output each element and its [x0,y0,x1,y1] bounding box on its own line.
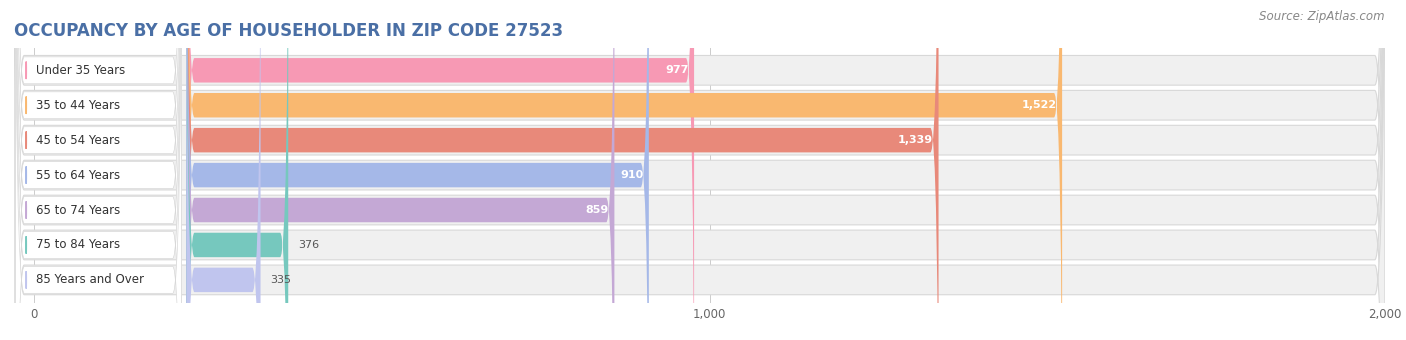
FancyBboxPatch shape [15,0,181,340]
Text: OCCUPANCY BY AGE OF HOUSEHOLDER IN ZIP CODE 27523: OCCUPANCY BY AGE OF HOUSEHOLDER IN ZIP C… [14,22,564,40]
FancyBboxPatch shape [186,0,1062,340]
FancyBboxPatch shape [14,0,1385,340]
FancyBboxPatch shape [186,0,648,340]
Text: 55 to 64 Years: 55 to 64 Years [37,169,121,182]
Text: 1,339: 1,339 [898,135,934,145]
FancyBboxPatch shape [186,0,260,340]
FancyBboxPatch shape [14,0,1385,340]
Text: 75 to 84 Years: 75 to 84 Years [37,238,121,252]
FancyBboxPatch shape [186,0,695,340]
Text: 85 Years and Over: 85 Years and Over [37,273,145,286]
FancyBboxPatch shape [14,0,1385,340]
FancyBboxPatch shape [14,0,1385,340]
FancyBboxPatch shape [14,0,1385,340]
FancyBboxPatch shape [14,0,1385,340]
Text: Source: ZipAtlas.com: Source: ZipAtlas.com [1260,10,1385,23]
Text: 1,522: 1,522 [1022,100,1057,110]
Text: Under 35 Years: Under 35 Years [37,64,125,77]
Text: 45 to 54 Years: 45 to 54 Years [37,134,121,147]
FancyBboxPatch shape [15,0,181,340]
Text: 335: 335 [271,275,291,285]
Text: 35 to 44 Years: 35 to 44 Years [37,99,121,112]
Text: 910: 910 [620,170,644,180]
FancyBboxPatch shape [14,0,1385,340]
FancyBboxPatch shape [15,0,181,340]
Text: 859: 859 [586,205,609,215]
FancyBboxPatch shape [15,0,181,340]
Text: 376: 376 [298,240,319,250]
FancyBboxPatch shape [186,0,614,340]
FancyBboxPatch shape [15,0,181,340]
FancyBboxPatch shape [15,0,181,340]
Text: 977: 977 [665,65,689,75]
FancyBboxPatch shape [186,0,288,340]
FancyBboxPatch shape [15,0,181,340]
Text: 65 to 74 Years: 65 to 74 Years [37,204,121,217]
FancyBboxPatch shape [186,0,939,340]
